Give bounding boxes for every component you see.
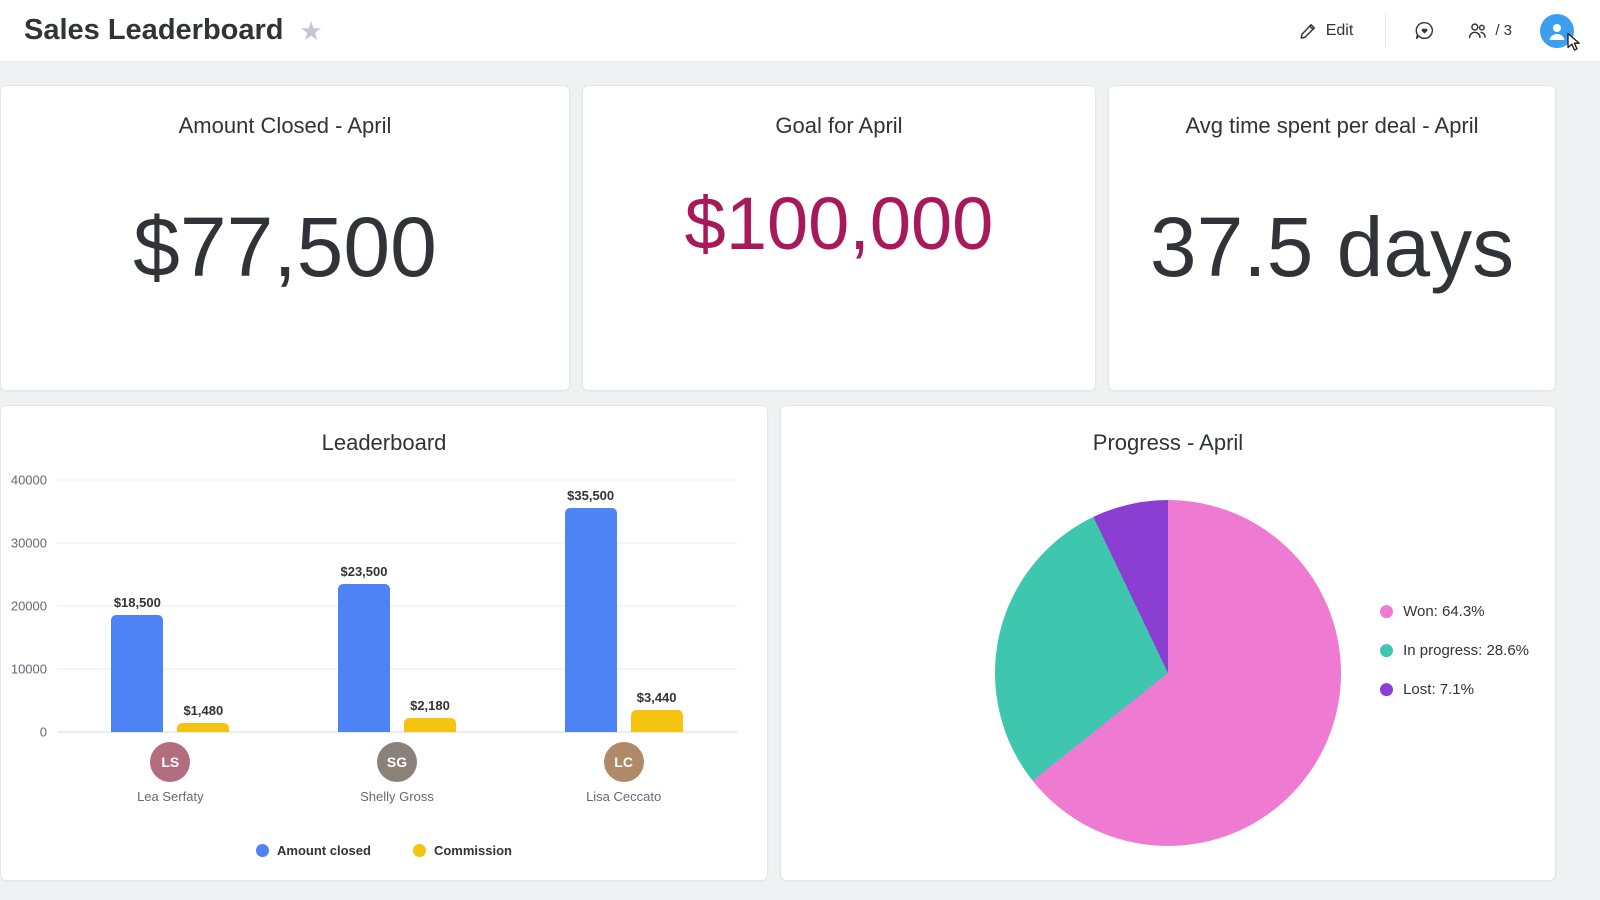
x-axis-item: LC Lisa Ceccato: [565, 742, 683, 804]
bar-value-label: $3,440: [636, 690, 677, 706]
gridline: [57, 731, 737, 733]
gridline: [57, 605, 737, 607]
bar-commission[interactable]: [403, 718, 456, 732]
goal-value: $100,000: [684, 182, 994, 265]
legend-label: Commission: [433, 843, 512, 858]
bar-column: $1,480: [177, 702, 230, 732]
chart-title: Leaderboard: [321, 430, 447, 455]
bar-amount-closed[interactable]: [111, 615, 164, 732]
favorite-star-icon[interactable]: ★: [299, 15, 323, 46]
bars-row: $18,500 $1,480 $23,500 $2,180 $35,500 $3,440: [57, 480, 737, 732]
legend-label: Lost: 7.1%: [1403, 681, 1474, 699]
bar-chart: 0 10000 20000 30000 40000 $18,500 $1,480 $23,5…: [1, 473, 767, 740]
legend-dot: [256, 844, 270, 857]
bar-group: $18,500 $1,480: [111, 595, 230, 732]
legend-label: Amount closed: [277, 843, 371, 858]
pie-chart-legend: Won: 64.3% In progress: 28.6% Lost: 7.1%: [1380, 603, 1529, 698]
widget-goal: Goal for April $100,000: [582, 85, 1096, 391]
legend-dot: [1380, 644, 1394, 658]
top-bar: Sales Leaderboard ★ Edit: [0, 0, 1600, 62]
bar-amount-closed[interactable]: [337, 583, 390, 732]
legend-item-commission[interactable]: Commission: [412, 843, 512, 858]
bar-x-axis: LS Lea Serfaty SG Shelly Gross LC Lisa Ceccat…: [57, 742, 737, 804]
updates-button[interactable]: [1410, 16, 1439, 45]
gridline: [57, 542, 737, 544]
category-label: Lea Serfaty: [137, 789, 204, 804]
x-axis-item: SG Shelly Gross: [338, 742, 456, 804]
user-avatar[interactable]: [1540, 13, 1574, 48]
avatar: SG: [376, 742, 417, 782]
bar-commission[interactable]: [630, 710, 683, 732]
page-title: Sales Leaderboard: [24, 14, 284, 46]
bar-value-label: $23,500: [340, 563, 388, 579]
pencil-icon: [1299, 21, 1318, 40]
members-count: / 3: [1495, 22, 1512, 39]
edit-button[interactable]: Edit: [1291, 15, 1362, 46]
avatar: LS: [150, 742, 191, 782]
bar-commission[interactable]: [177, 722, 230, 732]
legend-label: In progress: 28.6%: [1403, 642, 1529, 660]
widget-title: Goal for April: [775, 113, 903, 138]
y-tick-label: 0: [39, 724, 47, 740]
category-label: Shelly Gross: [360, 789, 434, 804]
gridline: [57, 668, 737, 670]
bar-value-label: $35,500: [567, 488, 615, 504]
bar-column: $35,500: [564, 488, 617, 732]
amount-closed-value: $77,500: [133, 200, 437, 294]
bar-column: $23,500: [337, 563, 390, 732]
legend-label: Won: 64.3%: [1403, 603, 1485, 621]
legend-dot: [1380, 683, 1394, 697]
widget-leaderboard-chart: Leaderboard 0 10000 20000 30000 40000 $18,50…: [0, 405, 768, 881]
bar-amount-closed[interactable]: [564, 508, 617, 732]
widget-title: Avg time spent per deal - April: [1185, 113, 1479, 138]
bar-group: $23,500 $2,180: [337, 563, 456, 732]
bar-y-axis: 0 10000 20000 30000 40000: [1, 473, 57, 740]
members-icon: [1467, 20, 1488, 41]
edit-label: Edit: [1325, 21, 1354, 39]
y-tick-label: 10000: [10, 661, 47, 677]
pie-chart[interactable]: [995, 500, 1341, 846]
chart-title: Progress - April: [1092, 430, 1244, 455]
number-widgets-row: Amount Closed - April $77,500 Goal for A…: [0, 85, 1556, 391]
widget-amount-closed: Amount Closed - April $77,500: [0, 85, 570, 391]
divider: [1385, 13, 1387, 48]
widget-avg-time: Avg time spent per deal - April 37.5 day…: [1108, 85, 1556, 391]
widget-title: Amount Closed - April: [178, 113, 392, 138]
members-button[interactable]: / 3: [1463, 16, 1516, 45]
legend-dot: [412, 844, 426, 857]
avatar: LC: [603, 742, 644, 782]
bar-column: $18,500: [111, 595, 164, 732]
bar-column: $2,180: [403, 698, 456, 732]
gridline: [57, 479, 737, 481]
bar-column: $3,440: [630, 690, 683, 732]
bar-chart-legend: Amount closed Commission: [1, 843, 767, 860]
bar-value-label: $1,480: [183, 702, 224, 718]
bar-group: $35,500 $3,440: [564, 488, 683, 732]
widget-progress-chart: Progress - April Won: 64.3% In progress: …: [780, 405, 1556, 881]
legend-item-amount-closed[interactable]: Amount closed: [256, 843, 371, 858]
pie-legend-item-lost[interactable]: Lost: 7.1%: [1380, 681, 1529, 698]
pie-legend-item-in-progress[interactable]: In progress: 28.6%: [1380, 642, 1529, 659]
pie-legend-item-won[interactable]: Won: 64.3%: [1380, 603, 1529, 620]
avg-time-value: 37.5 days: [1149, 200, 1515, 294]
y-tick-label: 30000: [10, 535, 47, 551]
category-label: Lisa Ceccato: [586, 789, 662, 804]
cursor-icon: [1564, 32, 1582, 57]
chat-heart-icon: [1414, 20, 1435, 41]
bar-value-label: $2,180: [410, 698, 450, 714]
y-tick-label: 20000: [10, 598, 47, 614]
bar-value-label: $18,500: [113, 595, 161, 611]
dashboard-board: Amount Closed - April $77,500 Goal for A…: [0, 62, 1600, 881]
legend-dot: [1380, 605, 1394, 619]
bar-plot: $18,500 $1,480 $23,500 $2,180 $35,500 $3,440: [57, 479, 737, 733]
chart-widgets-row: Leaderboard 0 10000 20000 30000 40000 $18,50…: [0, 405, 1556, 881]
y-tick-label: 40000: [10, 472, 47, 488]
x-axis-item: LS Lea Serfaty: [111, 742, 229, 804]
